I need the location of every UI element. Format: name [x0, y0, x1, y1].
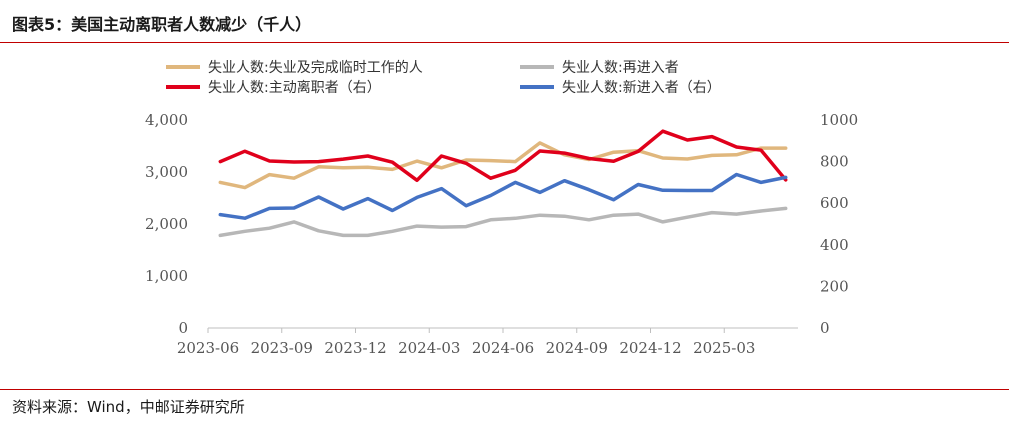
header-rule: [0, 42, 1009, 43]
x-tick-label: 2024-09: [546, 339, 608, 357]
x-tick-label: 2024-12: [619, 339, 681, 357]
chart-series: [218, 129, 788, 238]
y-right-tick-label: 200: [820, 277, 849, 295]
legend-label-2: 失业人数:再进入者: [562, 60, 679, 76]
legend-label-3: 失业人数:主动离职者（右）: [208, 79, 381, 96]
chart-axes: 2023-06 2023-09 2023-12 2024-03 2024-06 2024-…: [145, 111, 858, 357]
y-left-tick-label: 0: [178, 319, 188, 337]
x-tick-label: 2024-03: [398, 339, 460, 357]
x-tick-label: 2025-03: [693, 339, 755, 357]
chart-title: 图表5：美国主动离职者人数减少（千人）: [12, 15, 312, 34]
footer-rule: [0, 389, 1009, 390]
y-right-tick-label: 800: [820, 153, 849, 171]
series-line-2: [218, 206, 788, 238]
legend-label-1: 失业人数:失业及完成临时工作的人: [208, 60, 423, 76]
y-left-tick-label: 4,000: [145, 111, 188, 129]
x-tick-label: 2024-06: [472, 339, 534, 357]
series-line-4: [218, 172, 788, 220]
chart-header: 图表5：美国主动离职者人数减少（千人）: [0, 0, 1009, 44]
y-right-tick-label: 0: [820, 319, 830, 337]
x-tick-label: 2023-09: [251, 339, 313, 357]
x-tick-label: 2023-12: [324, 339, 386, 357]
y-right-tick-label: 600: [820, 194, 849, 212]
x-tick-label: 2023-06: [177, 339, 239, 357]
source-note: 资料来源：Wind，中邮证券研究所: [12, 398, 245, 416]
y-left-tick-label: 2,000: [145, 215, 188, 233]
y-right-tick-label: 400: [820, 236, 849, 254]
y-left-tick-label: 3,000: [145, 163, 188, 181]
legend-label-4: 失业人数:新进入者（右）: [562, 80, 721, 96]
y-left-tick-label: 1,000: [145, 267, 188, 285]
series-line-1: [218, 141, 788, 190]
y-right-tick-label: 1000: [820, 111, 858, 129]
series-line-3: [218, 129, 788, 183]
